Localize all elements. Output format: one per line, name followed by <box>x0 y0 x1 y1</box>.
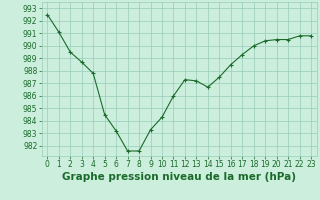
X-axis label: Graphe pression niveau de la mer (hPa): Graphe pression niveau de la mer (hPa) <box>62 172 296 182</box>
